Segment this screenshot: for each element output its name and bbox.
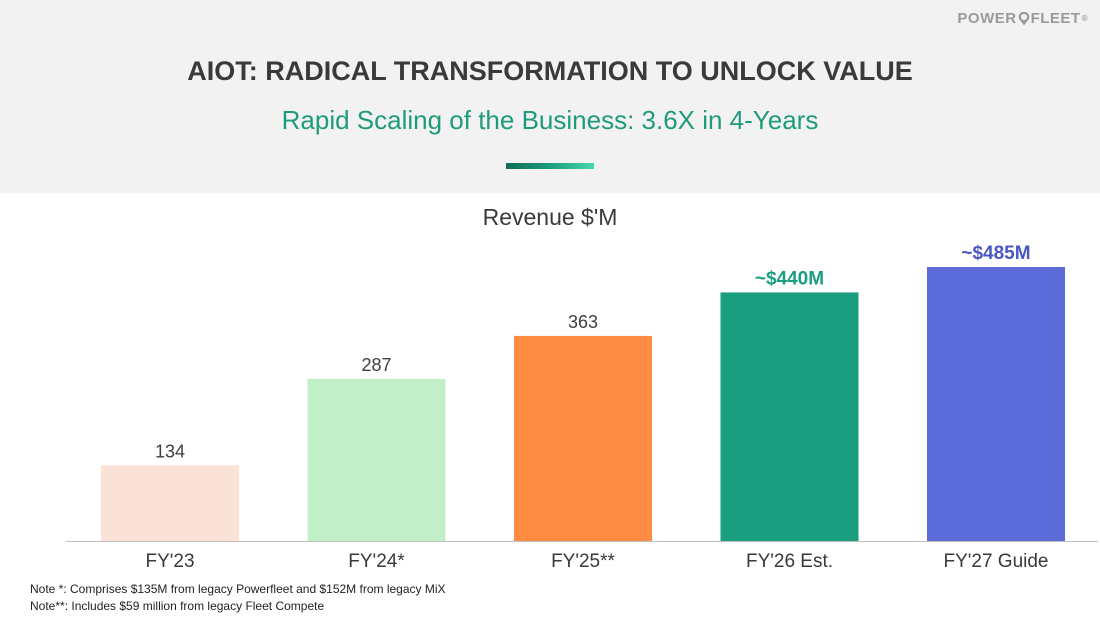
data-label-2: 363	[568, 312, 598, 332]
footnote-2: Note**: Includes $59 million from legacy…	[30, 599, 325, 613]
bar-4	[927, 267, 1065, 541]
chart-title: Revenue $'M	[482, 204, 618, 230]
location-pin-icon	[1018, 11, 1029, 25]
revenue-bar-chart: 134 FY'23 287 FY'24* 363 FY'25** ~$440M FY'26 E…	[66, 243, 1098, 572]
logo-text-left: POWER	[957, 10, 1017, 27]
category-label-3: FY'26 Est.	[746, 551, 833, 572]
footnote-1: Note *: Comprises $135M from legacy Powe…	[30, 582, 446, 596]
accent-divider	[506, 163, 594, 169]
category-label-4: FY'27 Guide	[943, 551, 1048, 572]
bar-0	[101, 465, 239, 541]
page-title: AIOT: RADICAL TRANSFORMATION TO UNLOCK V…	[187, 56, 913, 86]
data-label-3: ~$440M	[755, 268, 824, 289]
data-label-0: 134	[155, 441, 185, 461]
category-label-0: FY'23	[145, 551, 194, 572]
category-label-2: FY'25**	[551, 551, 615, 572]
logo-text-right: FLEET	[1030, 10, 1081, 27]
page-subtitle: Rapid Scaling of the Business: 3.6X in 4…	[281, 105, 819, 135]
data-label-1: 287	[361, 355, 391, 375]
powerfleet-logo: POWER FLEET ®	[957, 10, 1088, 27]
footnotes: Note *: Comprises $135M from legacy Powe…	[30, 581, 446, 615]
category-label-1: FY'24*	[348, 551, 405, 572]
bar-3	[720, 292, 859, 541]
registered-mark: ®	[1081, 14, 1088, 23]
header-band: POWER FLEET ® AIOT: RADICAL TRANSFORMATI…	[0, 0, 1100, 193]
data-label-4: ~$485M	[961, 243, 1030, 264]
bar-2	[514, 335, 652, 541]
bar-1	[307, 378, 446, 541]
